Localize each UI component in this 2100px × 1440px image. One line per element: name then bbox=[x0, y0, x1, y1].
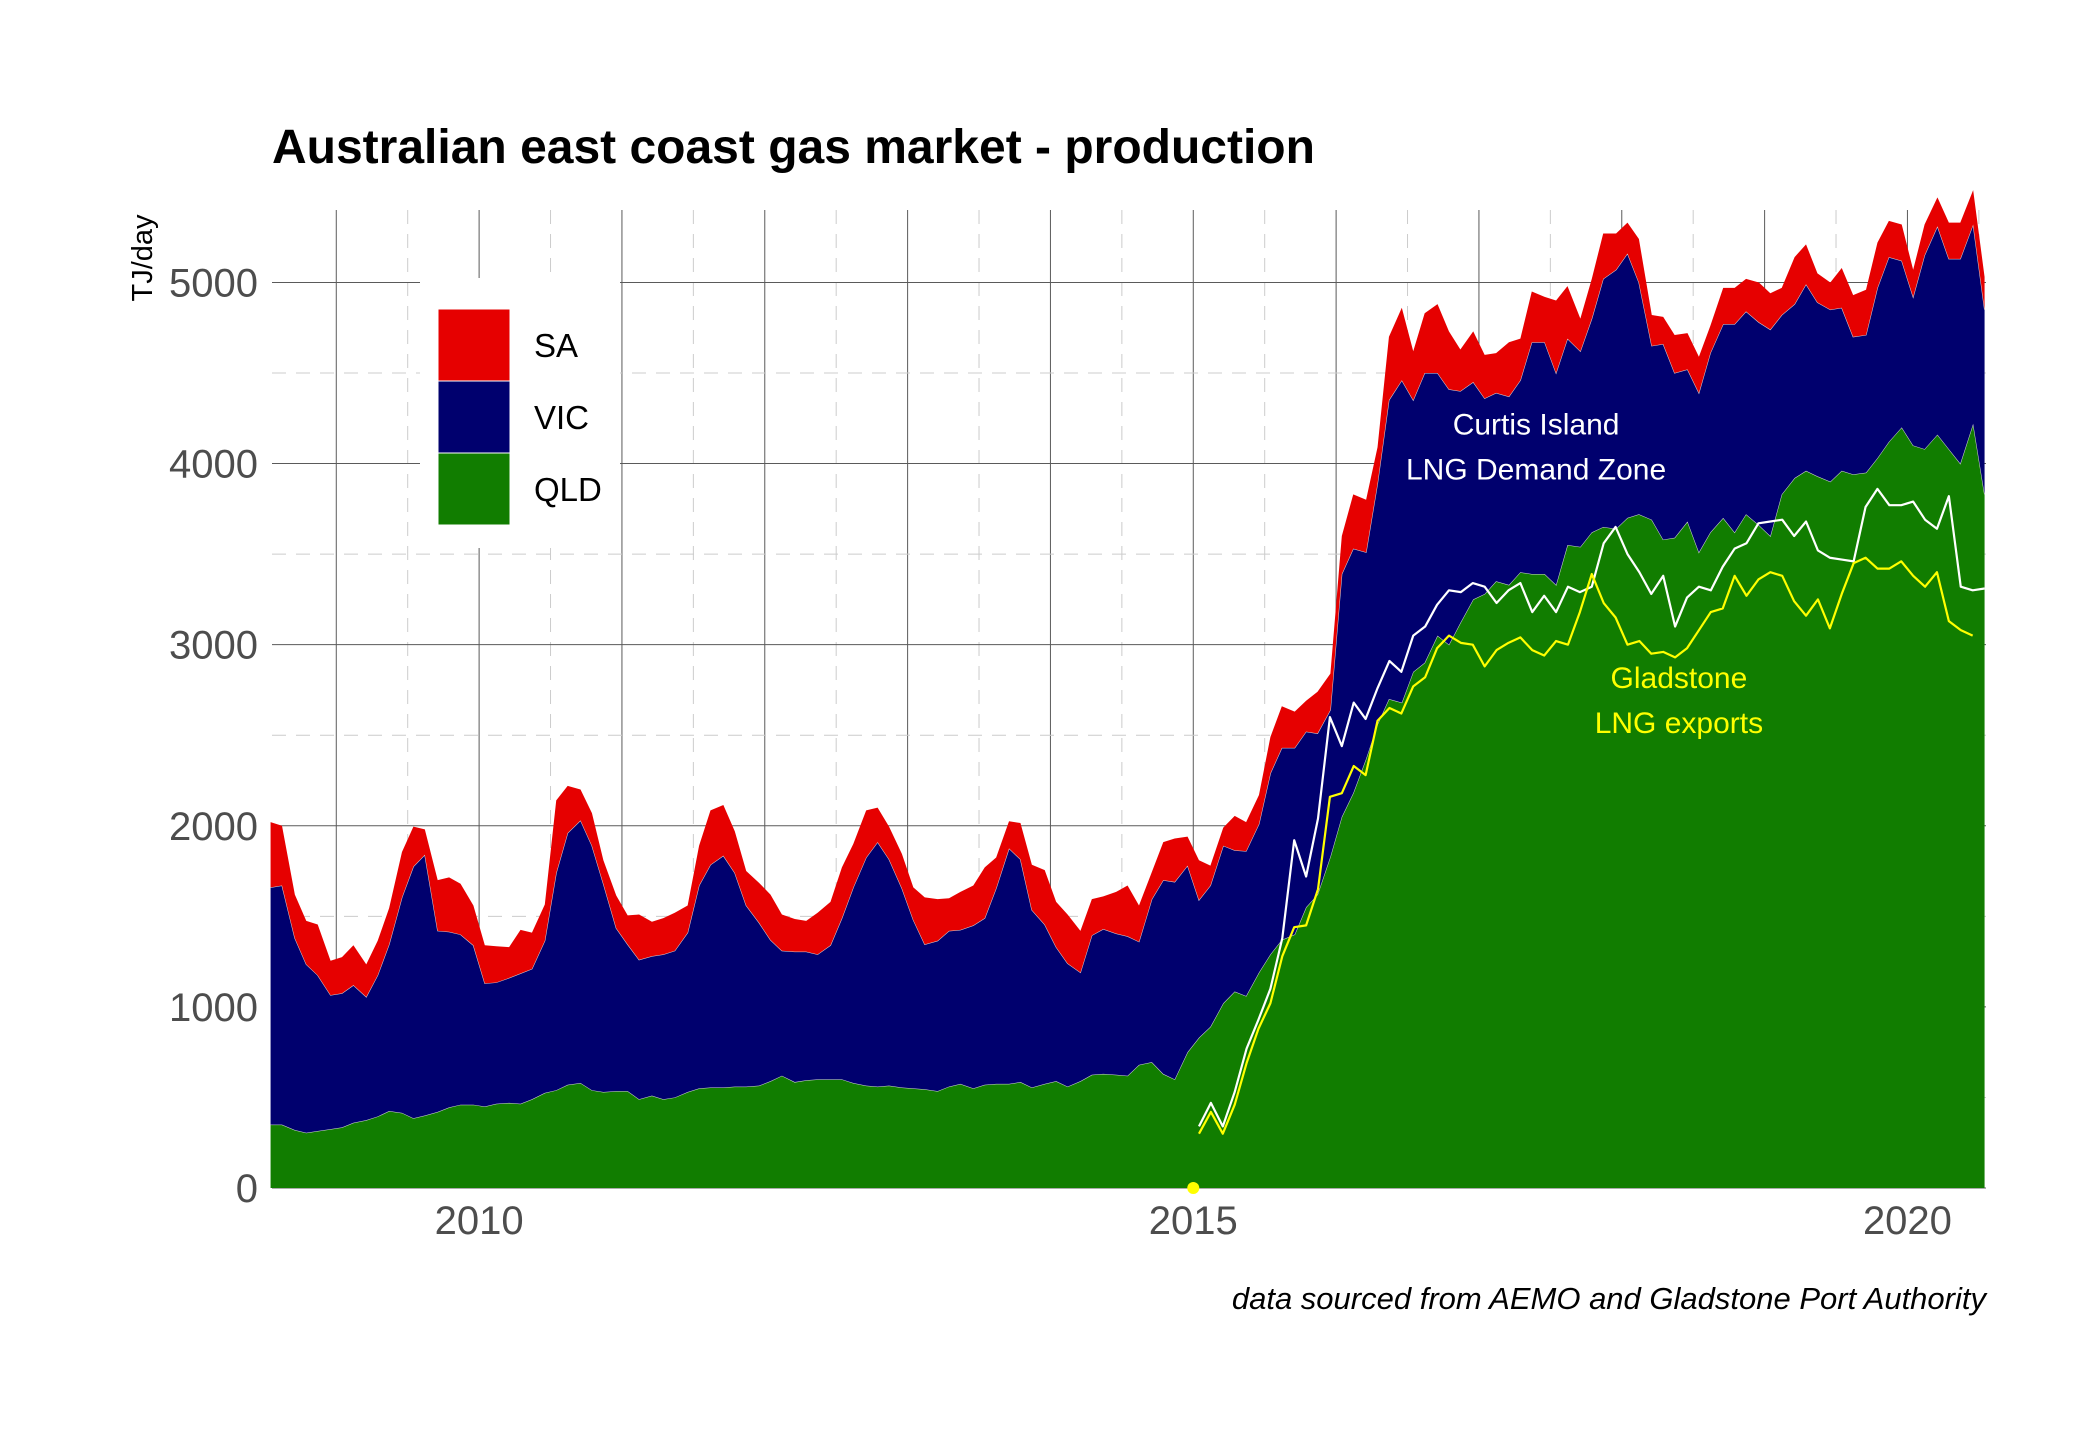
x-tick-label: 2020 bbox=[1863, 1199, 1952, 1243]
marker-point bbox=[1187, 1182, 1200, 1194]
annotation-line: LNG exports bbox=[1595, 707, 1763, 740]
legend-label-sa: SA bbox=[534, 327, 578, 364]
line-gladstone-lng-exports bbox=[1198, 556, 1974, 1135]
legend-key-sa bbox=[437, 308, 511, 382]
y-tick-label: 4000 bbox=[169, 443, 258, 487]
legend-key-vic bbox=[437, 380, 511, 454]
line-curtis-island-lng-demand-zone bbox=[1198, 487, 1985, 1128]
area-qld bbox=[270, 423, 1985, 1188]
area-sa bbox=[270, 190, 1985, 997]
y-tick-label: 2000 bbox=[169, 805, 258, 849]
stacked-areas bbox=[270, 190, 1986, 1188]
y-tick-label: 3000 bbox=[169, 624, 258, 668]
x-tick-label: 2015 bbox=[1149, 1199, 1238, 1243]
x-tick-label: 2010 bbox=[435, 1199, 524, 1243]
y-tick-label: 5000 bbox=[169, 261, 258, 305]
annotation-line: Gladstone bbox=[1611, 662, 1748, 695]
legend-key-qld bbox=[437, 452, 511, 526]
annotation-line: LNG Demand Zone bbox=[1406, 454, 1666, 487]
y-tick-labels: 0 1000 2000 3000 4000 5000 bbox=[169, 261, 258, 1211]
overlay-lines bbox=[1198, 487, 1985, 1135]
y-axis-label: TJ/day bbox=[127, 214, 159, 302]
y-tick-label: 1000 bbox=[169, 986, 258, 1030]
legend-label-qld: QLD bbox=[534, 471, 602, 508]
area-vic bbox=[270, 224, 1985, 1133]
legend: SA VIC QLD bbox=[420, 278, 620, 548]
chart-caption: data sourced from AEMO and Gladstone Por… bbox=[1232, 1281, 1989, 1316]
y-tick-label: 0 bbox=[236, 1167, 258, 1211]
markers bbox=[1187, 1182, 1200, 1194]
legend-label-vic: VIC bbox=[534, 399, 589, 436]
x-tick-labels: 2010 2015 2020 bbox=[435, 1199, 1952, 1243]
annotations: Curtis Island LNG Demand Zone Gladstone LNG… bbox=[1406, 409, 1763, 741]
annotation-line: Curtis Island bbox=[1453, 409, 1620, 442]
chart-title: Australian east coast gas market - produ… bbox=[272, 121, 1315, 174]
